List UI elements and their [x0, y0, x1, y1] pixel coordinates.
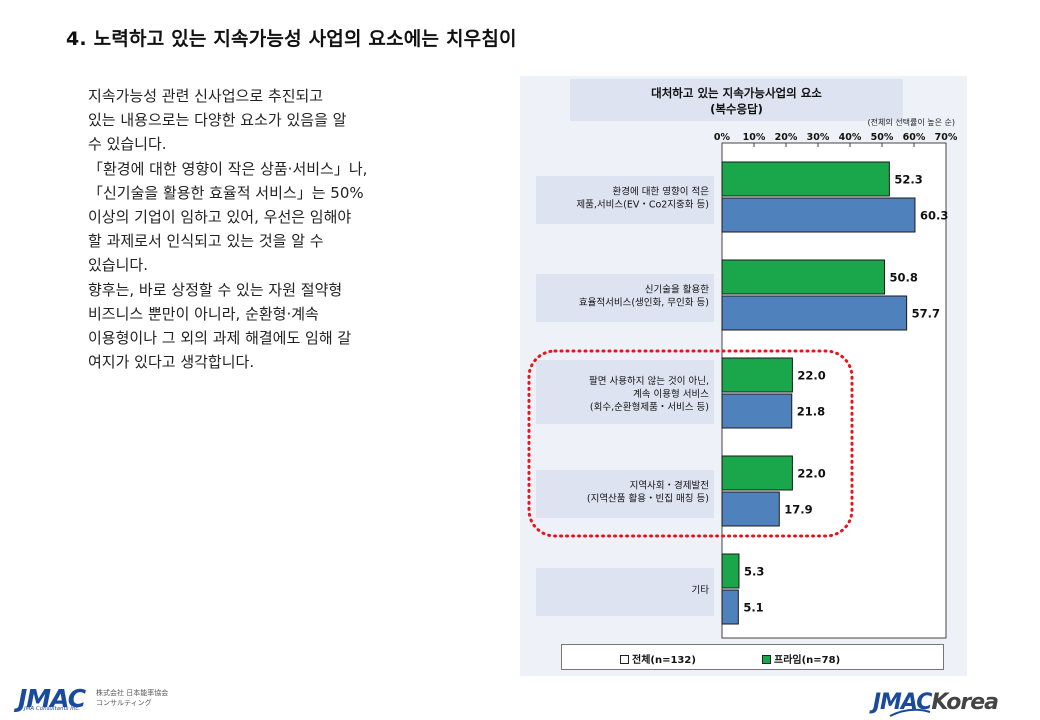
category-label-box	[536, 176, 714, 224]
legend-item-prime: 프라임(n=78)	[762, 651, 840, 666]
bar	[721, 455, 793, 491]
jmac-logo-sub: JMA Consultants Inc.	[24, 706, 81, 712]
chart-note: (전체의 선택률이 높은 순)	[867, 118, 955, 127]
jmac-korea-logo-a: JMAC	[872, 690, 933, 715]
data-label: 50.8	[890, 271, 918, 285]
data-label: 60.3	[920, 209, 948, 223]
body-text-line: 있습니다.	[88, 256, 148, 275]
jmac-korea-logo: JMACKorea	[872, 690, 999, 715]
jmac-logo-jp-line1: 株式会社 日本能率協会	[96, 689, 169, 697]
highlight-outline	[527, 349, 854, 538]
data-label: 52.3	[894, 173, 922, 187]
jmac-logo-japanese: 株式会社 日本能率協会 コンサルティング	[96, 688, 168, 708]
category-label: 신기술을 활용한	[645, 284, 709, 296]
body-text-line: 여지가 있다고 생각합니다.	[88, 353, 255, 372]
category-label: 제품,서비스(EV・Co2지중화 등)	[576, 200, 709, 211]
page-title: 4. 노력하고 있는 지속가능성 사업의 요소에는 치우침이	[66, 28, 517, 50]
category-label: 계속 이용형 서비스	[633, 388, 709, 400]
x-tick-label: 70%	[935, 132, 958, 143]
x-tick-label: 60%	[903, 132, 926, 143]
data-label: 57.7	[912, 307, 940, 321]
legend-label-total: 전체(n=132)	[632, 655, 696, 666]
chart-title: 대처하고 있는 지속가능사업의 요소 (복수응답)	[570, 79, 903, 121]
bar	[721, 393, 793, 429]
body-text-line: 이상의 기업이 임하고 있어, 우선은 임해야	[88, 208, 352, 227]
legend-label-prime: 프라임(n=78)	[774, 655, 841, 666]
category-label: 효율적서비스(생인화, 무인화 등)	[579, 297, 709, 309]
bar-chart: 0% 10% 20% 30% 40% 50% 60% 70% 환경에 대한 영향이 적은제품,서…	[527, 132, 958, 639]
jmac-korea-logo-b: Korea	[931, 690, 999, 715]
bar	[721, 161, 890, 197]
category-label: 팔면 사용하지 않는 것이 아닌,	[589, 375, 709, 387]
data-label: 5.1	[743, 601, 763, 615]
body-text-line: 「환경에 대한 영향이 작은 상품·서비스」나,	[88, 159, 368, 178]
data-label: 21.8	[797, 405, 825, 419]
bar	[721, 295, 908, 331]
data-label: 22.0	[797, 369, 825, 383]
jmac-logo: JMAC 株式会社 日本能率協会 コンサルティング JMA Consultant…	[18, 684, 168, 713]
category-label: 지역사회・경제발전	[630, 480, 709, 492]
jmac-logo-jp-line2: コンサルティング	[96, 699, 152, 707]
legend-swatch-prime	[762, 655, 771, 664]
bar	[721, 357, 793, 393]
x-tick-label: 50%	[871, 132, 894, 143]
bar	[721, 589, 739, 625]
category-label: (지역산품 활용・빈집 매칭 등)	[587, 493, 709, 505]
category-label-box	[536, 274, 714, 322]
bar	[721, 197, 916, 233]
swoosh-icon	[889, 708, 931, 717]
legend-swatch-total	[620, 655, 629, 664]
category-label-box	[536, 568, 714, 616]
data-label: 5.3	[744, 565, 764, 579]
category-label: 기타	[692, 585, 710, 596]
bar	[721, 259, 886, 295]
data-label: 22.0	[797, 467, 825, 481]
chart-title-line: (복수응답)	[710, 102, 763, 116]
legend-item-total: 전체(n=132)	[620, 651, 696, 666]
x-tick-label: 40%	[839, 132, 862, 143]
x-tick-label: 20%	[775, 132, 798, 143]
body-text-line: 있는 내용으로는 다양한 요소가 있음을 알	[88, 111, 347, 130]
bar	[721, 491, 780, 527]
body-text-line: 이용형이나 그 외의 과제 해결에도 임해 갈	[88, 329, 352, 348]
category-label-box	[536, 470, 714, 518]
chart-panel: 대처하고 있는 지속가능사업의 요소 (복수응답) (전체의 선택률이 높은 순)…	[520, 76, 967, 676]
data-label: 17.9	[784, 503, 812, 517]
body-text-line: 비즈니스 뿐만이 아니라, 순환형·계속	[88, 304, 319, 323]
body-text-line: 향후는, 바로 상정할 수 있는 자원 절약형	[88, 280, 343, 299]
body-text-line: 「신기술을 활용한 효율적 서비스」는 50%	[88, 183, 364, 202]
body-text-line: 수 있습니다.	[88, 135, 167, 154]
body-text-line: 지속가능성 관련 신사업으로 추진되고	[88, 87, 324, 105]
x-tick-label: 10%	[743, 132, 766, 143]
jmac-logo-text: JMAC	[18, 684, 86, 713]
category-label-box	[536, 360, 714, 424]
bar	[721, 553, 740, 589]
chart-legend: 전체(n=132) 프라임(n=78)	[561, 644, 944, 670]
category-label: (회수,순환형제품・서비스 등)	[590, 401, 709, 413]
body-text-line: 할 과제로서 인식되고 있는 것을 알 수	[88, 232, 324, 251]
x-tick-label: 0%	[714, 132, 731, 143]
chart-title-line: 대처하고 있는 지속가능사업의 요소	[651, 86, 822, 100]
x-tick-label: 30%	[807, 132, 830, 143]
category-label: 환경에 대한 영향이 적은	[613, 186, 710, 198]
